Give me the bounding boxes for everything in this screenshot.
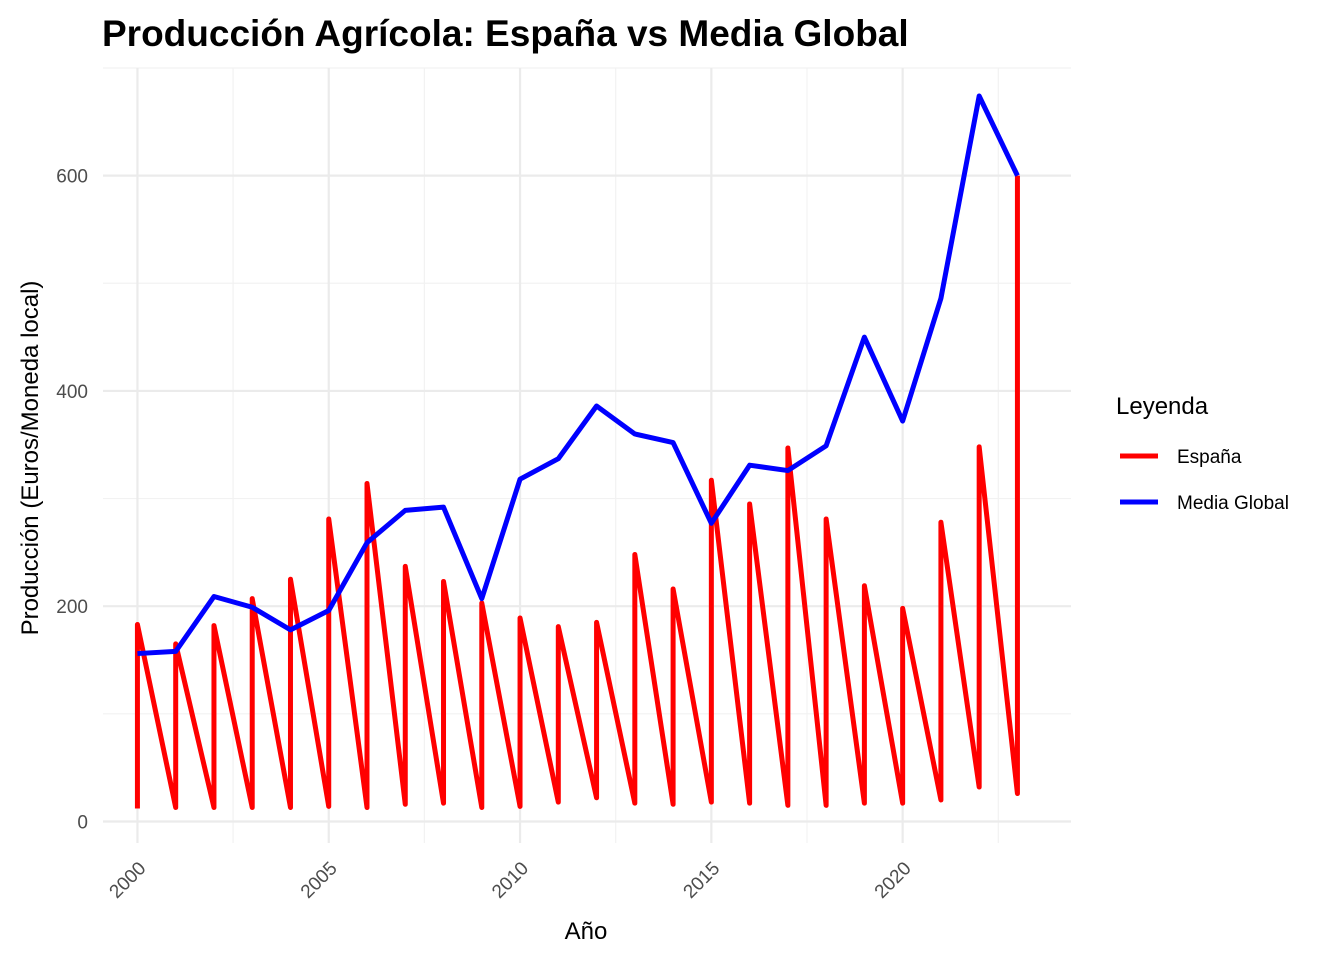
legend-label: Media Global <box>1177 493 1289 514</box>
legend-title: Leyenda <box>1116 393 1209 420</box>
legend-label: España <box>1177 447 1242 468</box>
x-axis-title: Año <box>565 918 608 945</box>
x-tick-label: 2000 <box>106 858 151 903</box>
x-tick-label: 2020 <box>871 858 916 903</box>
series-line-espana <box>134 175 1020 810</box>
y-tick-label: 400 <box>56 382 88 403</box>
x-tick-label: 2015 <box>680 858 725 903</box>
x-tick-label: 2010 <box>488 858 533 903</box>
y-tick-label: 200 <box>56 597 88 618</box>
y-tick-label: 600 <box>56 167 88 188</box>
y-axis-ticks: 0 200 400 600 <box>56 167 88 834</box>
legend: Leyenda España Media Global <box>1116 393 1289 514</box>
chart-title: Producción Agrícola: España vs Media Glo… <box>102 13 909 54</box>
x-axis-ticks: 2000 2005 2010 2015 2020 <box>106 858 916 903</box>
y-tick-label: 0 <box>77 812 88 833</box>
series-line-media-global <box>137 93 1020 657</box>
plot-lines <box>134 93 1020 810</box>
y-axis-title: Producción (Euros/Moneda local) <box>17 281 44 636</box>
x-tick-label: 2005 <box>297 858 342 903</box>
